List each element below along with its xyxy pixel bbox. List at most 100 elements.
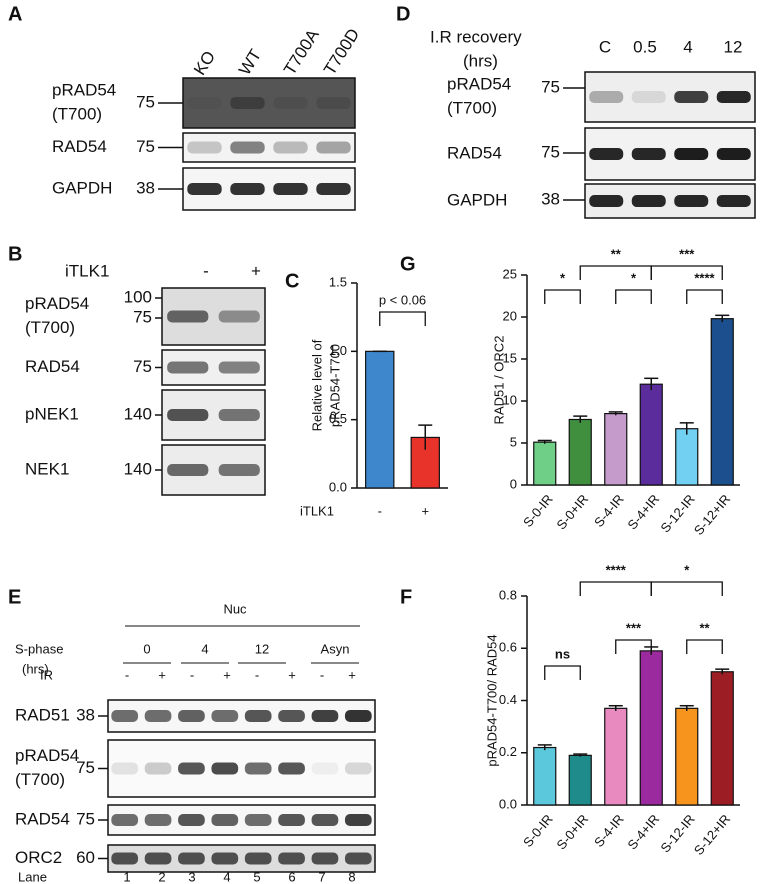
label: T700A (280, 25, 323, 78)
label: (T700) (447, 98, 497, 117)
bracket (544, 289, 581, 304)
label: pRAD54 (52, 80, 116, 99)
band (344, 852, 372, 865)
band (631, 148, 666, 160)
x-tick-label: - (378, 503, 382, 518)
band (674, 195, 709, 207)
bar (710, 671, 734, 806)
annotation: **** (694, 270, 715, 285)
y-tick-label: 20 (503, 308, 517, 323)
bar (675, 707, 699, 806)
band (211, 852, 239, 865)
annotation: p < 0.06 (379, 292, 426, 307)
bar (604, 707, 628, 806)
band (589, 195, 624, 207)
band (178, 710, 205, 722)
band (111, 762, 139, 775)
x-tick-label: S-0+IR (553, 811, 591, 852)
band (311, 762, 339, 775)
annotation: * (631, 270, 637, 285)
band (278, 710, 305, 722)
band (631, 91, 666, 103)
band (111, 814, 139, 826)
label: 0.5 (633, 37, 657, 56)
y-axis-label: RAD51 / ORC2 (491, 336, 506, 425)
label: + (223, 667, 231, 682)
blot (107, 739, 376, 798)
band (311, 710, 339, 722)
label: C (285, 270, 299, 292)
label: (hrs) (22, 661, 49, 676)
bar (639, 650, 663, 806)
y-tick-label: 10 (503, 392, 517, 407)
label: Asyn (321, 641, 350, 656)
bracket (650, 581, 723, 596)
label: 75 (133, 357, 152, 376)
label: - (203, 261, 209, 280)
label: (T700) (52, 104, 102, 123)
label: 7 (318, 869, 325, 884)
blot (182, 77, 356, 129)
band (167, 361, 209, 374)
label: iTLK1 (65, 261, 109, 280)
label: 75 (136, 137, 155, 156)
error-bar (715, 314, 730, 323)
y-tick-label: 0.4 (499, 692, 517, 707)
band (316, 97, 351, 109)
band (211, 710, 239, 722)
band (589, 91, 624, 103)
y-tick-label: 0.6 (499, 640, 517, 655)
label: WT (235, 46, 265, 78)
label: 140 (124, 459, 152, 478)
band (111, 710, 139, 722)
label: 75 (541, 77, 560, 96)
label: 4 (683, 37, 692, 56)
y-tick-label: 1.5 (329, 274, 347, 289)
label: 1 (123, 869, 130, 884)
band (273, 97, 308, 109)
bracket (579, 581, 652, 596)
label: pRAD54 (25, 294, 89, 313)
label: 140 (124, 404, 152, 423)
bar (533, 746, 557, 806)
y-tick-label: 0.0 (329, 479, 347, 494)
y-tick-label: 0.0 (499, 796, 517, 811)
band (230, 97, 265, 109)
x-tick-label: S-12+IR (691, 811, 733, 857)
band (244, 852, 272, 865)
band (230, 141, 265, 154)
bar (639, 383, 663, 486)
label: - (125, 667, 129, 682)
x-tick-label: S-0-IR (520, 491, 556, 529)
bar (568, 418, 592, 486)
label: 75 (136, 92, 155, 111)
band (278, 852, 305, 865)
label: S-phase (15, 641, 63, 656)
y-tick-label: 25 (503, 266, 517, 281)
band (167, 409, 209, 421)
band (716, 195, 751, 207)
label: 38 (541, 189, 560, 208)
error-bar (537, 744, 552, 751)
y-axis-label: pRAD54-T700 (327, 344, 342, 427)
label: NEK1 (25, 459, 69, 478)
label: KO (190, 48, 219, 79)
label: RAD54 (15, 809, 70, 828)
error-bar (679, 422, 694, 435)
label: - (320, 667, 324, 682)
error-bar (715, 668, 730, 675)
label: 60 (76, 848, 95, 867)
band (716, 91, 751, 103)
label: 3 (188, 869, 195, 884)
error-bar (608, 704, 623, 711)
band (178, 762, 205, 775)
label: (T700) (25, 318, 75, 337)
label: RAD54 (447, 143, 502, 162)
label: + (348, 667, 356, 682)
band (144, 852, 172, 865)
band (316, 183, 351, 195)
label: pNEK1 (25, 404, 79, 423)
bracket (544, 665, 581, 680)
annotation: * (684, 562, 690, 577)
